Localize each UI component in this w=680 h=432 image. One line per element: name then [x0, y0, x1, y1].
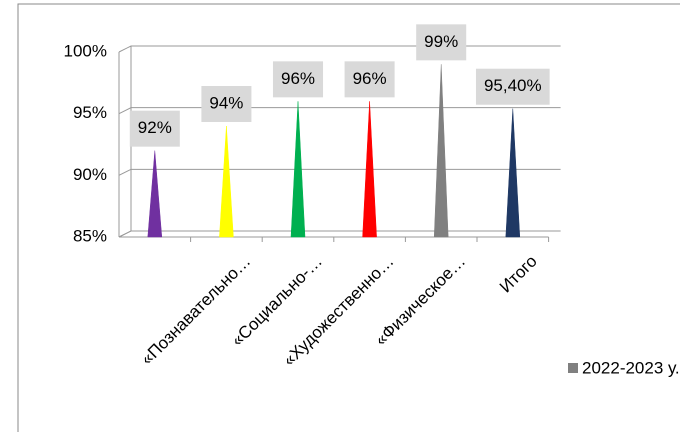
- data-label-box: [201, 86, 252, 122]
- data-label-text: 99%: [424, 32, 458, 51]
- data-label: 95,40%: [475, 68, 550, 105]
- data-label-text: 95,40%: [484, 76, 542, 95]
- data-label-box: [416, 24, 467, 61]
- cone: [362, 101, 377, 238]
- y-tick-label: 90%: [73, 165, 107, 184]
- axis-wall: [118, 46, 132, 238]
- y-tick-label: 85%: [73, 226, 107, 245]
- data-label-box: [344, 61, 395, 98]
- grid-line: [118, 230, 561, 238]
- data-label: 96%: [344, 61, 395, 98]
- grid-line: [118, 168, 561, 176]
- data-label: 92%: [129, 110, 180, 147]
- chart-border: [17, 3, 680, 432]
- data-label-text: 96%: [353, 69, 387, 88]
- legend-label: 2022-2023 у.г.: [582, 358, 680, 377]
- grid-line: [118, 45, 561, 53]
- data-label-box: [475, 68, 550, 105]
- data-label: 99%: [416, 24, 467, 61]
- data-label: 94%: [201, 86, 252, 122]
- y-tick-label: 100%: [64, 41, 107, 60]
- x-tick-label: Итого: [496, 252, 541, 297]
- grid-line: [118, 107, 561, 115]
- data-label-box: [129, 110, 180, 147]
- cone: [219, 125, 234, 238]
- data-label-text: 96%: [281, 69, 315, 88]
- y-tick-label: 95%: [73, 103, 107, 122]
- cone: [147, 150, 163, 238]
- data-label-text: 92%: [138, 118, 172, 137]
- data-label-text: 94%: [209, 93, 243, 112]
- x-tick-label: «Познавательно…: [137, 252, 254, 369]
- cone: [505, 108, 521, 238]
- data-label-box: [272, 61, 324, 98]
- cone: [290, 101, 306, 238]
- legend-swatch: [568, 363, 578, 373]
- data-label: 96%: [272, 61, 324, 98]
- cone: [433, 64, 449, 238]
